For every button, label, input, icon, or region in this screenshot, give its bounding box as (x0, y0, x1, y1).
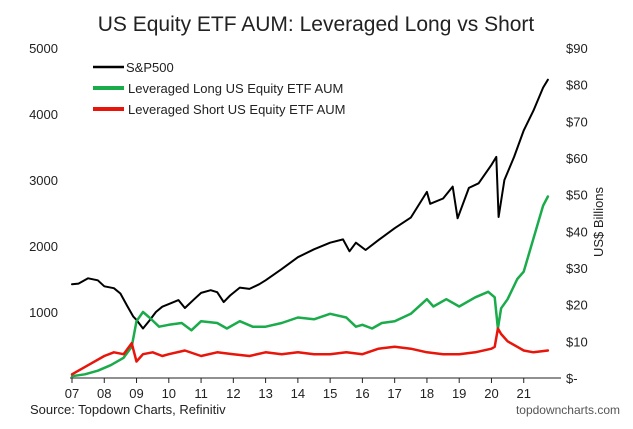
x-tick-label: 09 (129, 386, 143, 401)
right-tick-label: $70 (566, 114, 588, 129)
right-tick-label: $60 (566, 151, 588, 166)
right-tick-label: $50 (566, 188, 588, 203)
x-tick-label: 21 (516, 386, 530, 401)
x-tick-label: 20 (484, 386, 498, 401)
x-tick-label: 13 (258, 386, 272, 401)
series-line-sp500 (71, 78, 549, 330)
x-tick-label: 16 (355, 386, 369, 401)
x-axis-ticks: 07 08 09 10 11 12 13 14 15 16 17 18 19 20 21 (65, 378, 531, 401)
left-tick-label: 4000 (29, 107, 58, 122)
legend-label-sp500: S&P500 (126, 60, 174, 75)
x-tick-label: 17 (387, 386, 401, 401)
x-tick-label: 11 (194, 386, 208, 401)
right-tick-label: $80 (566, 78, 588, 93)
left-tick-label: 2000 (29, 239, 58, 254)
x-tick-label: 18 (420, 386, 434, 401)
left-axis-ticks: 1000 2000 3000 4000 5000 (29, 41, 58, 320)
legend-label-long: Leveraged Long US Equity ETF AUM (128, 81, 343, 96)
right-tick-label: $30 (566, 261, 588, 276)
right-tick-label: $10 (566, 334, 588, 349)
watermark: topdowncharts.com (516, 403, 620, 417)
left-tick-label: 5000 (29, 41, 58, 56)
x-tick-label: 15 (323, 386, 337, 401)
right-tick-label: $40 (566, 224, 588, 239)
legend: S&P500 Leveraged Long US Equity ETF AUM … (93, 60, 345, 117)
legend-label-short: Leveraged Short US Equity ETF AUM (128, 102, 345, 117)
right-tick-label: $90 (566, 41, 588, 56)
x-tick-label: 07 (65, 386, 79, 401)
x-tick-label: 12 (226, 386, 240, 401)
x-tick-label: 19 (452, 386, 466, 401)
right-tick-label: $- (566, 371, 578, 386)
right-axis-ticks: $- $10 $20 $30 $40 $50 $60 $70 $80 $90 (566, 41, 588, 386)
series-layer (70, 78, 550, 378)
right-axis-label: US$ Billions (591, 186, 606, 257)
right-tick-label: $20 (566, 298, 588, 313)
x-tick-label: 10 (162, 386, 176, 401)
left-tick-label: 3000 (29, 173, 58, 188)
source-note: Source: Topdown Charts, Refinitiv (30, 402, 226, 417)
x-tick-label: 14 (291, 386, 305, 401)
x-tick-label: 08 (97, 386, 111, 401)
left-tick-label: 1000 (29, 305, 58, 320)
chart-title: US Equity ETF AUM: Leveraged Long vs Sho… (98, 13, 535, 36)
series-line-leveraged-long (70, 195, 550, 378)
series-line-leveraged-short (70, 327, 550, 376)
